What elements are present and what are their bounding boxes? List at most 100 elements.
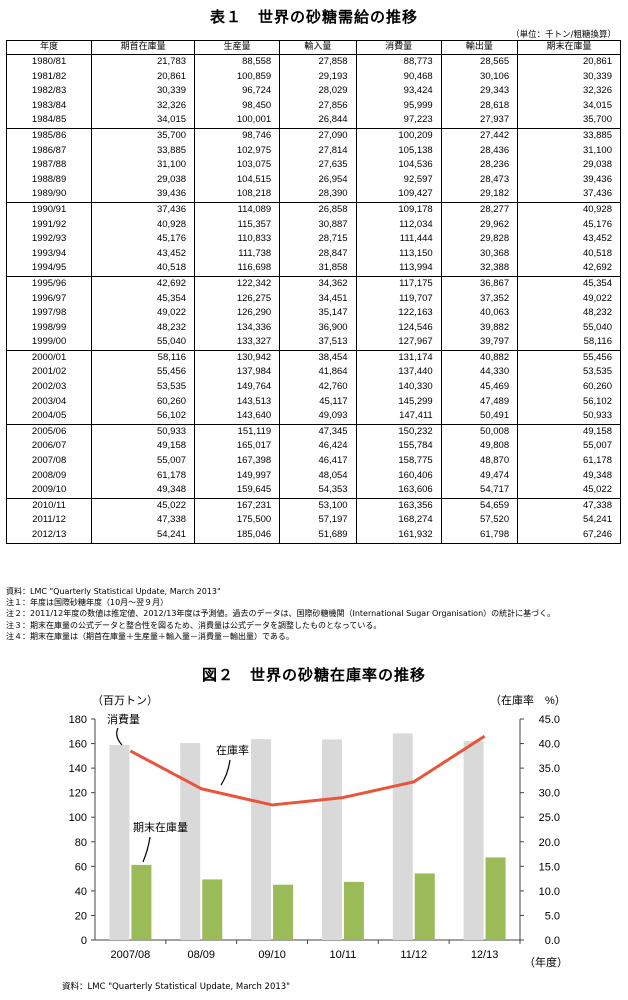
value-cell: 134,336 [194,320,281,336]
year-cell: 1997/98 [5,306,93,321]
value-cell: 40,882 [440,349,519,366]
table-row: 1990/91 37,436 114,089 26,858 109,178 28,277 4… [5,201,621,218]
table-header-row: 年度 期首在庫量 生産量 輸入量 消費量 輸出量 期末在庫量 [5,40,621,55]
value-cell: 108,218 [194,187,281,203]
value-cell: 43,452 [517,232,621,247]
value-cell: 29,828 [440,232,519,247]
value-cell: 28,565 [440,54,519,70]
value-cell: 55,007 [91,454,196,469]
value-cell: 39,797 [440,335,519,351]
value-cell: 115,357 [194,217,281,233]
value-cell: 34,015 [91,113,196,129]
value-cell: 53,100 [279,497,357,514]
figure2-source: 資料：LMC "Quarterly Statistical Update, Ma… [62,982,291,992]
right-tick-label: 10.0 [539,886,560,898]
annotation-arrow [220,759,231,786]
right-tick-label: 25.0 [539,812,560,824]
value-cell: 29,193 [279,69,357,85]
value-cell: 57,520 [440,513,519,528]
value-cell: 140,330 [355,380,442,395]
x-tick-label: 09/10 [258,949,286,961]
value-cell: 55,456 [91,365,196,381]
value-cell: 36,867 [440,275,519,292]
value-cell: 43,452 [91,246,196,262]
annotation-ending-stock: 期末在庫量 [133,820,188,834]
year-cell: 2011/12 [5,513,93,528]
table-row: 2010/11 45,022 167,231 53,100 163,356 54,659 4… [5,497,621,514]
value-cell: 40,063 [440,306,519,321]
value-cell: 29,343 [440,84,519,99]
right-tick-label: 35.0 [539,763,560,775]
value-cell: 90,468 [355,69,442,85]
table-row: 1991/92 40,928 115,357 30,887 112,034 29,962 4… [5,217,621,233]
value-cell: 163,356 [355,497,442,514]
left-tick-label: 100 [69,812,87,824]
value-cell: 111,738 [194,246,281,262]
value-cell: 30,339 [91,84,196,99]
value-cell: 56,102 [517,394,621,410]
table-row: 2009/10 49,348 159,645 54,353 163,606 54,717 4… [5,483,621,499]
table-row: 1986/87 33,885 102,975 27,814 105,138 28,436 3… [5,143,621,159]
table-row: 1987/88 31,100 103,075 27,635 104,536 28,236 2… [5,158,621,173]
year-cell: 2007/08 [5,454,93,469]
year-cell: 1994/95 [5,261,93,277]
value-cell: 137,440 [355,365,442,381]
year-cell: 2002/03 [5,380,93,395]
value-cell: 27,814 [279,143,357,159]
year-cell: 1990/91 [5,201,93,218]
value-cell: 20,861 [91,69,196,85]
value-cell: 28,029 [279,84,357,99]
value-cell: 175,500 [194,513,281,528]
table-row: 1984/85 34,015 100,001 26,844 97,223 27,937 35… [5,113,621,129]
value-cell: 33,885 [91,143,196,159]
year-cell: 1986/87 [5,143,93,159]
value-cell: 58,116 [517,335,621,351]
value-cell: 36,900 [279,320,357,336]
column-header: 消費量 [355,40,442,55]
year-cell: 1989/90 [5,187,93,203]
table-row: 1982/83 30,339 96,724 28,029 93,424 29,343 32,… [5,84,621,99]
year-cell: 2005/06 [5,423,93,440]
value-cell: 32,326 [91,98,196,114]
value-cell: 167,231 [194,497,281,514]
value-cell: 96,724 [194,84,281,99]
table-row: 1981/82 20,861 100,859 29,193 90,468 30,106 30… [5,69,621,85]
left-tick-label: 0 [81,935,87,947]
table1-unit: （単位：千トン/粗糖換算） [511,30,616,40]
x-tick-label: 10/11 [330,949,357,961]
value-cell: 57,197 [279,513,357,528]
value-cell: 48,054 [279,468,357,484]
value-cell: 102,975 [194,143,281,159]
year-cell: 2008/09 [5,468,93,484]
table-row: 1988/89 29,038 104,515 26,954 92,597 28,473 39… [5,172,621,188]
value-cell: 113,150 [355,246,442,262]
value-cell: 27,090 [279,127,357,144]
value-cell: 98,746 [194,127,281,144]
value-cell: 37,436 [91,201,196,218]
value-cell: 133,327 [194,335,281,351]
value-cell: 26,954 [279,172,357,188]
value-cell: 49,348 [517,468,621,484]
x-tick-label: 12/13 [471,949,499,961]
left-tick-label: 140 [69,763,87,775]
value-cell: 49,808 [440,439,519,455]
value-cell: 111,444 [355,232,442,247]
year-cell: 2000/01 [5,349,93,366]
consumption-bar [321,739,342,940]
consumption-bar [392,733,413,940]
value-cell: 95,999 [355,98,442,114]
ending-stock-bar [273,884,294,940]
column-header: 年度 [5,40,93,55]
column-header: 輸出量 [440,40,519,55]
table-row: 1994/95 40,518 116,698 31,858 113,994 32,388 4… [5,261,621,277]
year-cell: 2001/02 [5,365,93,381]
value-cell: 49,022 [91,306,196,321]
left-tick-label: 60 [75,861,87,873]
table-row: 1983/84 32,326 98,450 27,856 95,999 28,618 34,… [5,98,621,114]
year-cell: 1983/84 [5,98,93,114]
year-cell: 1987/88 [5,158,93,173]
value-cell: 30,106 [440,69,519,85]
ending-stock-bar [343,881,364,940]
table-row: 1998/99 48,232 134,336 36,900 124,546 39,882 5… [5,320,621,336]
left-axis-label: （百万トン） [92,694,158,707]
